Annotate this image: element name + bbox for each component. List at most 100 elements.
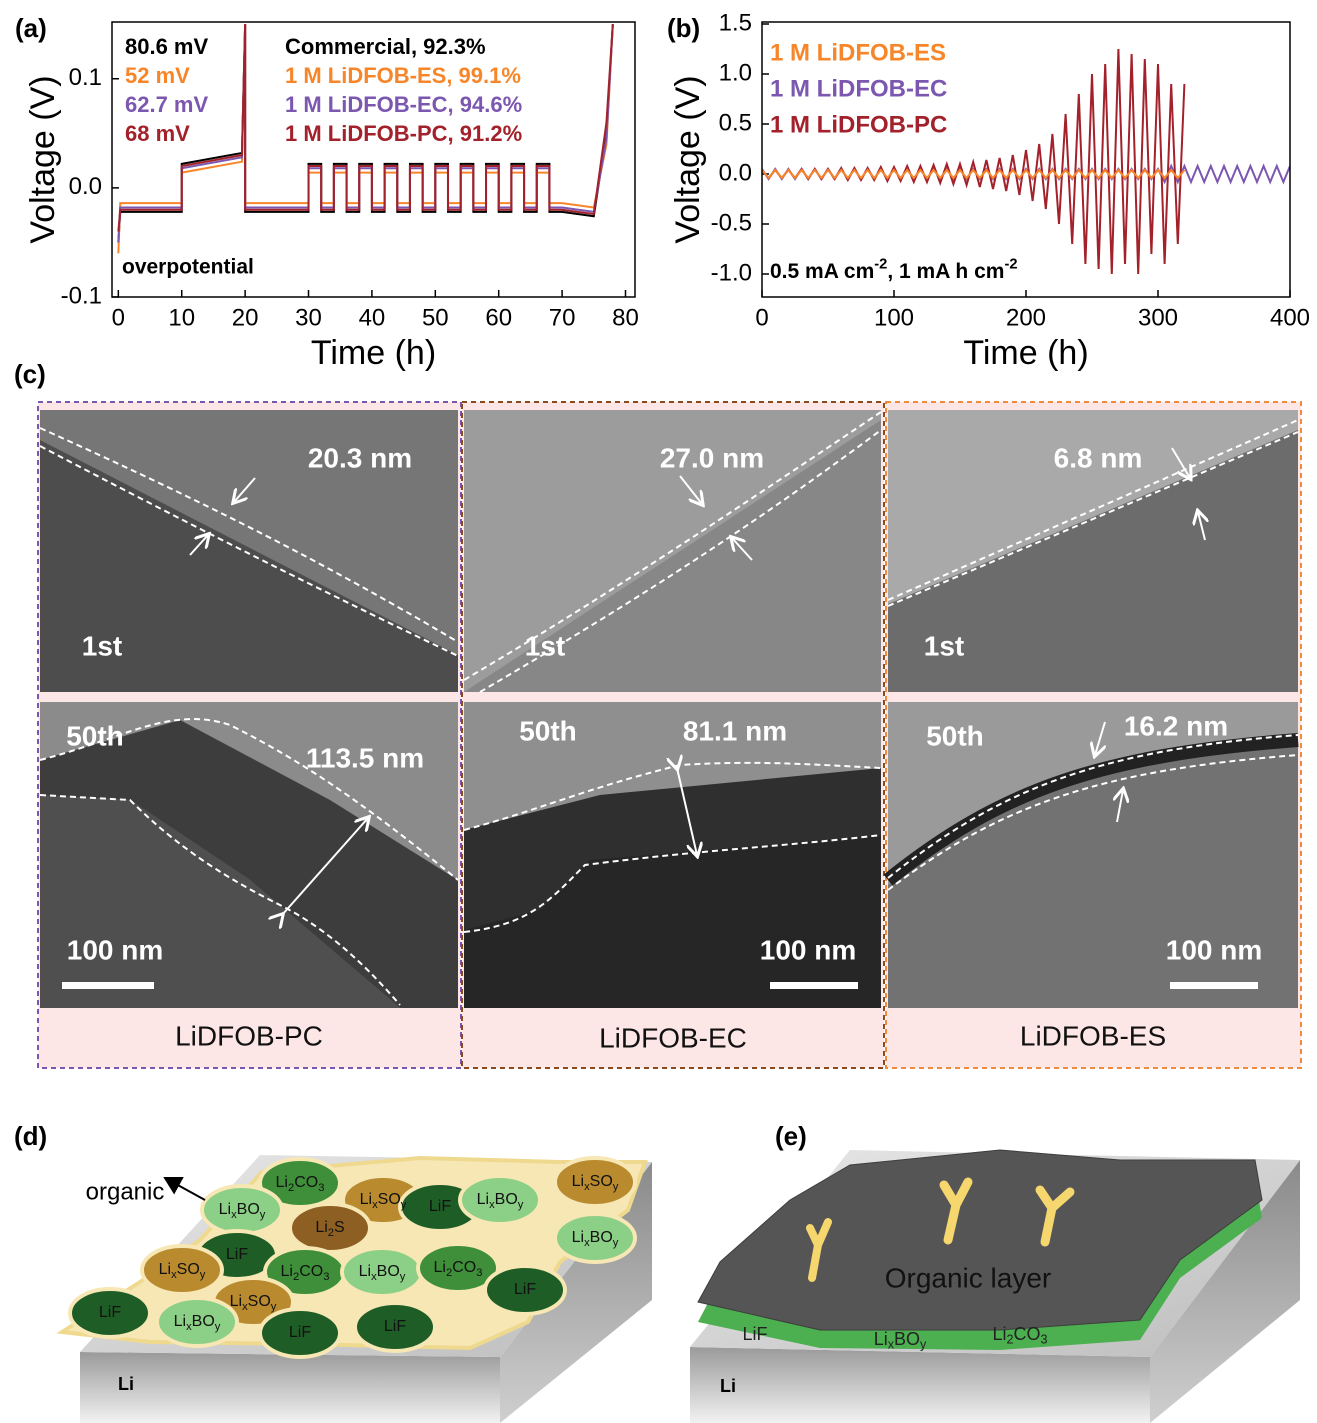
overpotential-value: 68 mV xyxy=(125,121,190,146)
script: y xyxy=(215,1321,221,1333)
legend-entry: 1 M LiDFOB-ES, 99.1% xyxy=(285,63,521,88)
dendrite xyxy=(806,1218,832,1282)
plot-lines xyxy=(117,24,614,254)
grain xyxy=(416,1242,500,1294)
label: Li2S xyxy=(315,1219,344,1239)
sei-layer xyxy=(883,733,1299,886)
interface-line xyxy=(463,411,882,681)
grain xyxy=(483,1264,567,1316)
tem-region xyxy=(40,720,458,1008)
legend-entry: 1 M LiDFOB-ES xyxy=(770,39,946,66)
script: 3 xyxy=(476,1267,482,1279)
data-line xyxy=(117,24,614,232)
text-part: BO xyxy=(590,1229,613,1246)
thickness-label: 16.2 nm xyxy=(1124,710,1228,741)
tem-region xyxy=(464,835,881,1008)
y-tick-label: 0.0 xyxy=(719,159,752,186)
text-part: LiF xyxy=(99,1304,121,1321)
script: y xyxy=(613,1237,619,1249)
x-tick-label: 200 xyxy=(1006,304,1046,331)
label: LiF xyxy=(514,1281,536,1298)
y-tick-label: 0.1 xyxy=(69,64,102,91)
label: LixBOy xyxy=(874,1329,927,1352)
text-part: SO xyxy=(378,1191,401,1208)
text-part: LiF xyxy=(226,1246,248,1263)
thickness-label: 6.8 nm xyxy=(1054,442,1143,473)
text-part: Li xyxy=(992,1324,1006,1344)
text-part: Li xyxy=(572,1229,584,1246)
tem-region xyxy=(464,420,881,692)
substrate-label: Li xyxy=(118,1374,134,1394)
plot-lines xyxy=(762,48,1290,275)
x-axis-label: Time (h) xyxy=(311,334,436,372)
scale-label: 100 nm xyxy=(1166,934,1263,965)
grain xyxy=(68,1287,152,1339)
overpotential-value: 52 mV xyxy=(125,63,190,88)
interface-line xyxy=(887,734,1299,879)
label: LiF xyxy=(226,1246,248,1263)
thickness-label: 113.5 nm xyxy=(306,742,424,773)
script: -2 xyxy=(874,257,887,273)
cycle-label: 1st xyxy=(525,630,565,661)
grain xyxy=(553,1156,637,1208)
y-tick-label: 0.5 xyxy=(719,109,752,136)
text-part: BO xyxy=(495,1191,518,1208)
x-tick-label: 80 xyxy=(612,304,639,331)
arrow xyxy=(234,477,256,502)
overpotential-value: 62.7 mV xyxy=(125,92,208,117)
panel-label: (b) xyxy=(667,13,700,43)
text-part: Li xyxy=(315,1219,327,1236)
plot-frame xyxy=(761,21,1291,298)
cycle-label: 50th xyxy=(926,720,984,751)
interface-line xyxy=(39,427,459,643)
sample-caption: LiDFOB-PC xyxy=(175,1020,323,1051)
panel-label: (a) xyxy=(15,13,47,43)
script: 3 xyxy=(323,1271,329,1283)
text-part: BO xyxy=(894,1329,920,1349)
arrow xyxy=(1117,790,1123,823)
text-part: CO xyxy=(1014,1324,1041,1344)
sample-caption: LiDFOB-EC xyxy=(599,1022,747,1053)
label: LixSOy xyxy=(572,1173,619,1193)
text-part: Li xyxy=(360,1191,372,1208)
arrow xyxy=(1095,721,1105,755)
interface-line xyxy=(39,718,459,881)
label: LiF xyxy=(742,1324,767,1344)
scale-bar xyxy=(1170,982,1258,989)
text-part: LiF xyxy=(429,1198,451,1215)
substrate-front xyxy=(690,1347,1150,1423)
interface-line xyxy=(479,429,882,693)
text-part: Li xyxy=(230,1293,242,1310)
text-part: 0.5 mA cm xyxy=(770,260,874,283)
text-part: CO xyxy=(452,1259,476,1276)
x-tick-label: 0 xyxy=(112,304,125,331)
organic-layer xyxy=(697,1149,1263,1331)
legend-entry: Commercial, 92.3% xyxy=(285,34,486,59)
dendrite xyxy=(1035,1185,1075,1247)
plot-frame xyxy=(111,21,636,298)
script: y xyxy=(920,1338,927,1352)
text-part: Li xyxy=(572,1173,584,1190)
y-tick-label: -1.0 xyxy=(711,259,752,286)
label: LixBOy xyxy=(219,1201,266,1221)
text-part: Li xyxy=(477,1191,489,1208)
script: x xyxy=(171,1269,177,1281)
text-part: LiF xyxy=(514,1281,536,1298)
scale-bar xyxy=(62,982,154,989)
legend-entry: 1 M LiDFOB-EC, 94.6% xyxy=(285,92,522,117)
script: x xyxy=(231,1209,237,1221)
x-tick-label: 50 xyxy=(422,304,449,331)
x-tick-label: 20 xyxy=(232,304,259,331)
text-part: SO xyxy=(177,1261,200,1278)
arrow xyxy=(163,1176,206,1201)
arrow xyxy=(679,475,702,504)
panel-label: (c) xyxy=(14,359,46,389)
label: LixBOy xyxy=(477,1191,524,1211)
text-part: LiF xyxy=(289,1324,311,1341)
arrow xyxy=(189,535,208,556)
arrow xyxy=(1198,512,1205,541)
label: Li2CO3 xyxy=(281,1263,330,1283)
x-tick-label: 0 xyxy=(755,304,768,331)
x-tick-label: 100 xyxy=(874,304,914,331)
